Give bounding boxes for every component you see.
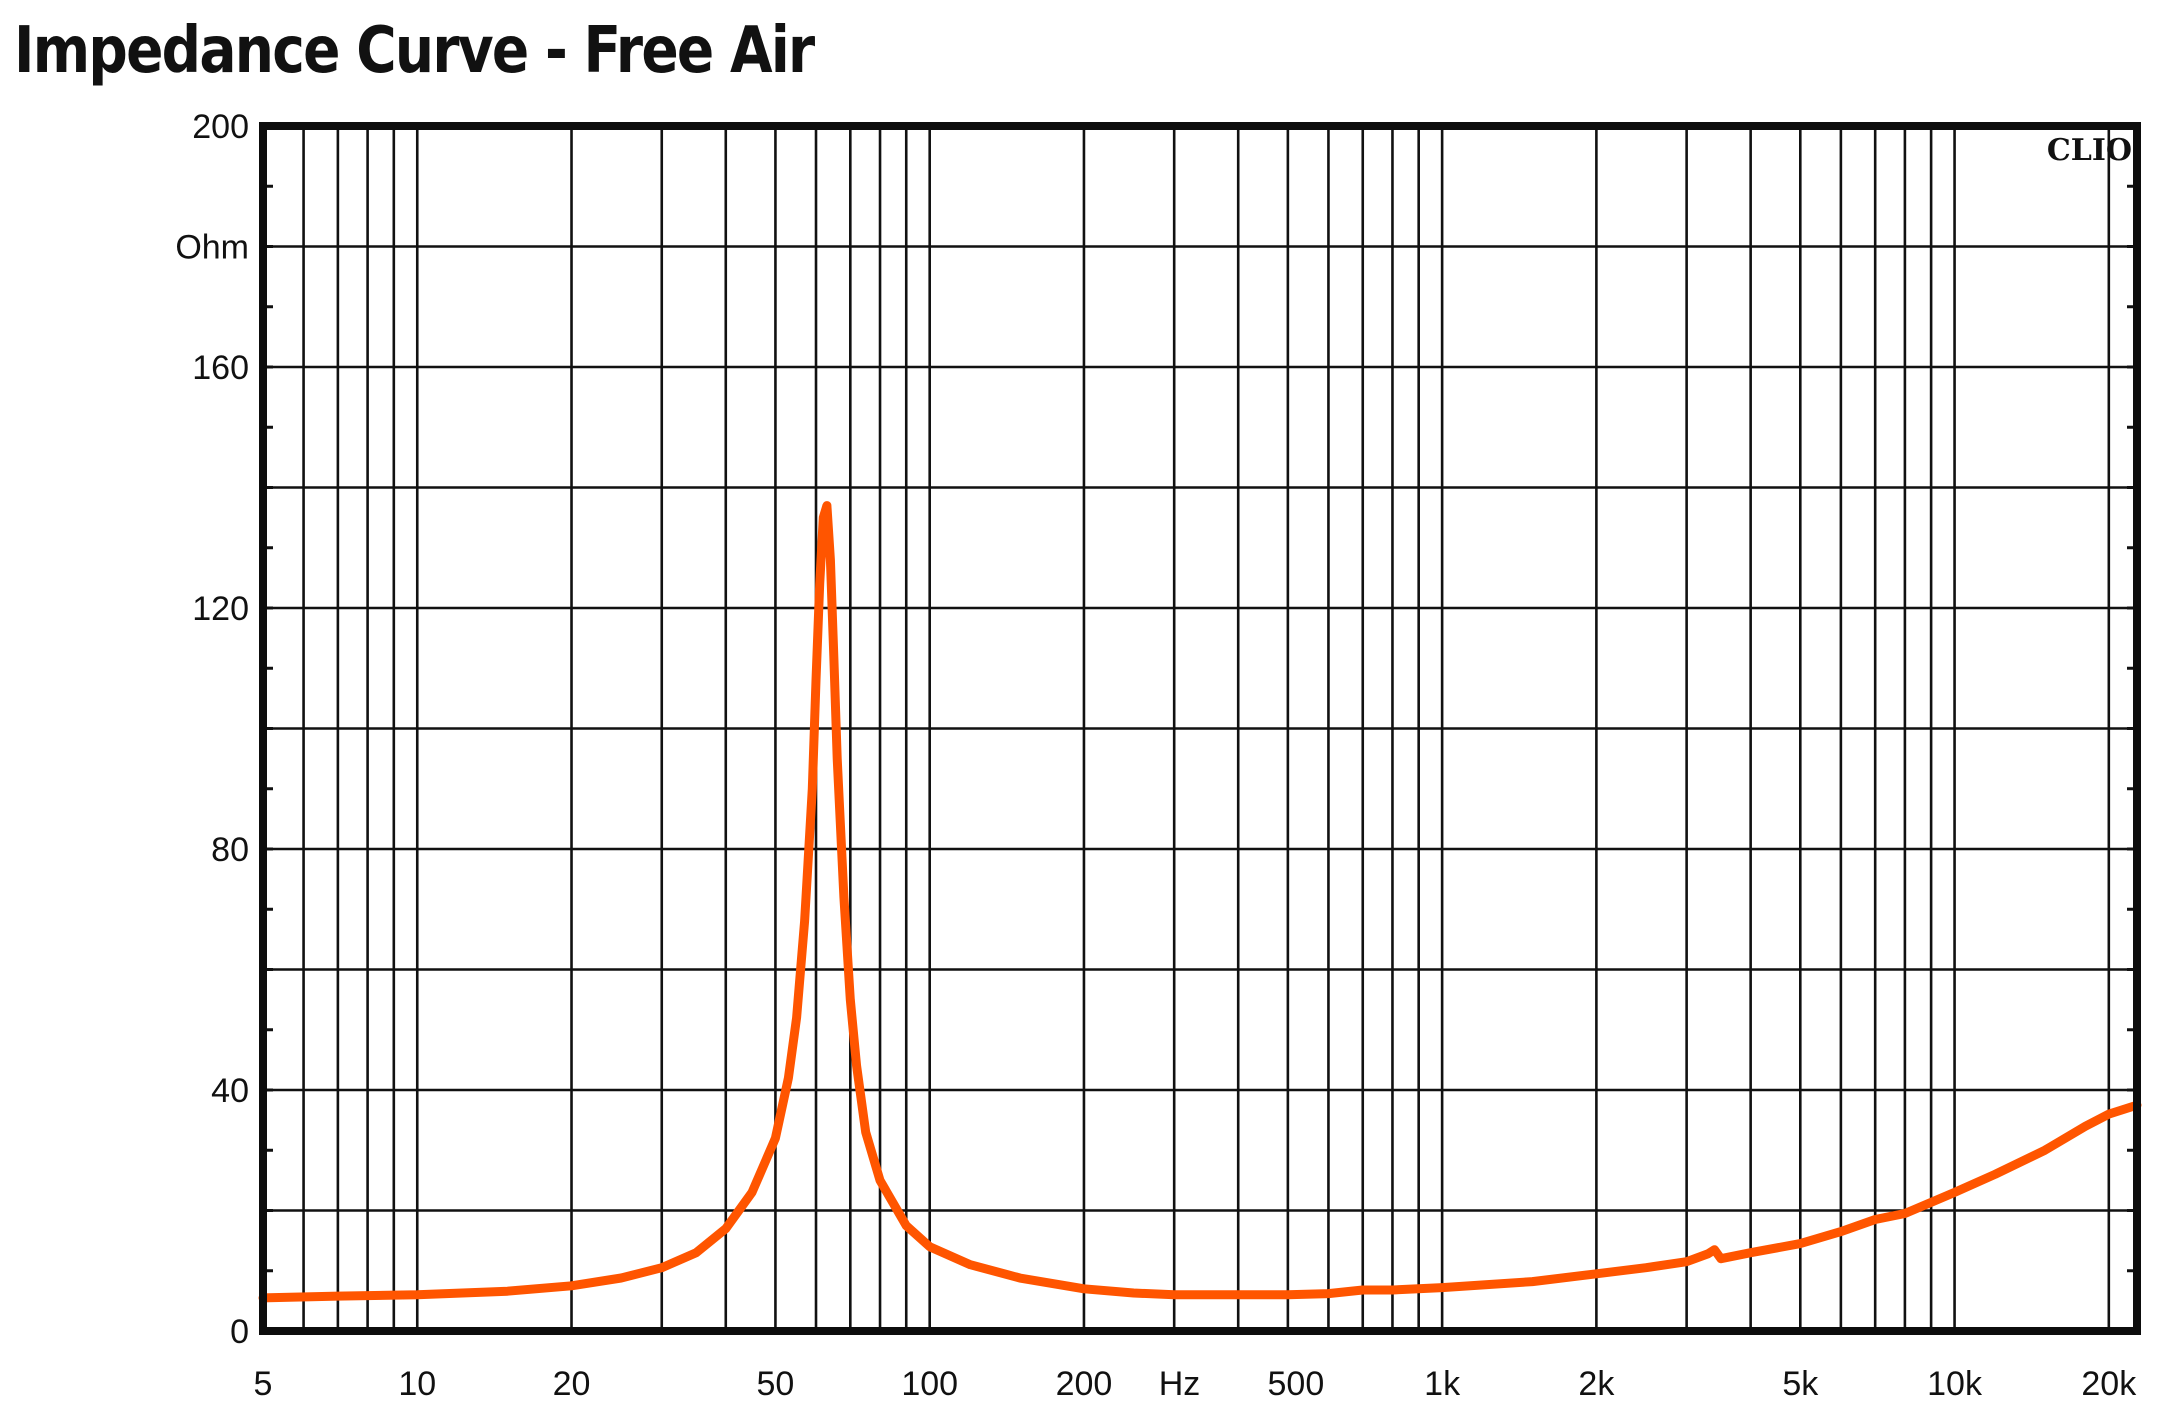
y-tick-label: 120 xyxy=(192,590,249,628)
y-tick-label: 160 xyxy=(192,349,249,387)
x-tick-label: 5k xyxy=(1782,1365,1819,1403)
y-tick-label: 0 xyxy=(230,1313,249,1351)
clio-brand: CLIO xyxy=(2047,133,2132,168)
x-tick-label: 500 xyxy=(1268,1365,1325,1403)
y-axis-label: Ohm xyxy=(175,229,249,267)
x-tick-label: 5 xyxy=(254,1365,273,1403)
impedance-curve xyxy=(258,501,2142,1303)
y-tick-label: 40 xyxy=(211,1072,249,1110)
chart-title: Impedance Curve - Free Air xyxy=(14,14,815,88)
grid xyxy=(263,126,2137,1331)
y-tick-label: 80 xyxy=(211,831,249,869)
x-axis-label: Hz xyxy=(1159,1365,1201,1403)
x-tick-label: 20 xyxy=(553,1365,591,1403)
tick-labels: 0 40 80 120 160 200 Ohm 5 10 20 50 100 200 500 1k 2k 5k 1… xyxy=(175,108,2137,1403)
x-tick-label: 2k xyxy=(1578,1365,1615,1403)
x-tick-label: 50 xyxy=(757,1365,795,1403)
x-tick-label: 100 xyxy=(901,1365,958,1403)
x-tick-label: 20k xyxy=(2081,1365,2137,1403)
plot-frame xyxy=(259,122,2141,1335)
x-tick-label: 200 xyxy=(1056,1365,1113,1403)
y-tick-label: 200 xyxy=(192,108,249,146)
x-tick-label: 1k xyxy=(1424,1365,1461,1403)
x-tick-label: 10 xyxy=(398,1365,436,1403)
x-tick-label: 10k xyxy=(1927,1365,1983,1403)
